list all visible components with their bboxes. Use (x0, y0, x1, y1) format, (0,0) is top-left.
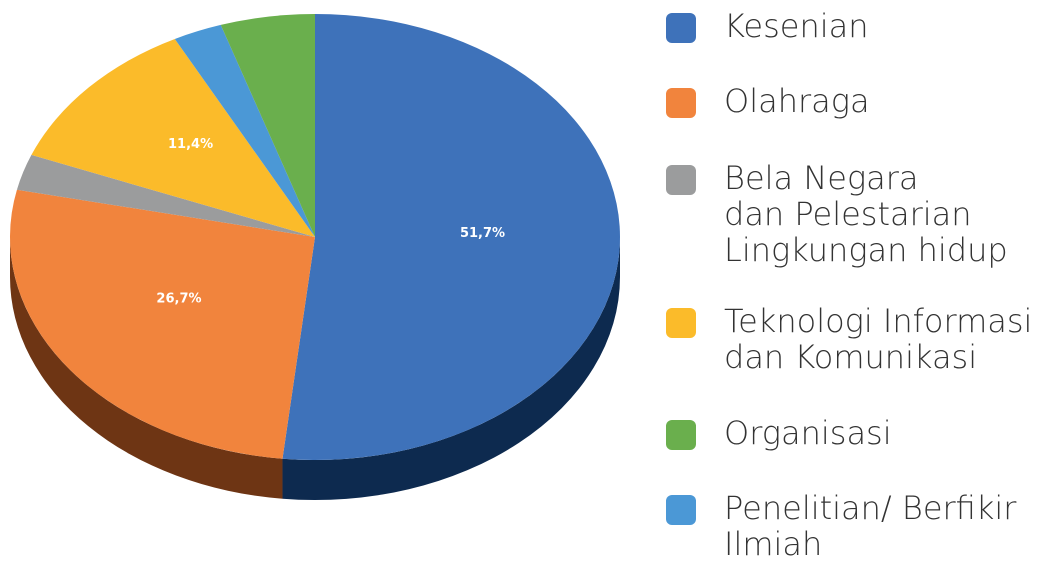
legend-label: Bela Negara dan Pelestarian Lingkungan h… (724, 159, 1008, 269)
pie-slice (9, 189, 316, 459)
data-label: 11,4% (168, 137, 213, 152)
legend-swatch (666, 420, 696, 450)
legend-swatch (666, 308, 696, 338)
legend-label: Kesenian (724, 7, 869, 45)
legend-label: Organisasi (724, 414, 892, 452)
pie-side (10, 237, 283, 499)
legend-item: Penelitian/ Berfikir Ilmiah (666, 490, 1016, 562)
pie-slice (16, 154, 315, 237)
legend-item: Teknologi Informasi dan Komunikasi (666, 303, 1032, 375)
legend-item: Organisasi (666, 415, 892, 451)
pie-slice (31, 38, 315, 237)
legend-label: Olahraga (724, 82, 870, 120)
legend-swatch (666, 495, 696, 525)
legend-item: Olahraga (666, 83, 870, 119)
legend-label: Penelitian/ Berfikir Ilmiah (724, 489, 1017, 563)
legend-swatch (666, 13, 696, 43)
legend-item: Bela Negara dan Pelestarian Lingkungan h… (666, 160, 1008, 268)
legend-label: Teknologi Informasi dan Komunikasi (724, 302, 1033, 376)
pie-slice (174, 24, 315, 237)
pie-slice (220, 14, 315, 237)
legend-item: Kesenian (666, 8, 869, 44)
legend-swatch (666, 88, 696, 118)
data-label: 51,7% (460, 226, 505, 241)
data-label: 26,7% (156, 291, 201, 306)
pie-slice (282, 14, 620, 460)
pie-chart: 51,7% 26,7% 11,4% (9, 14, 620, 500)
pie-side (282, 237, 620, 500)
legend-swatch (666, 165, 696, 195)
